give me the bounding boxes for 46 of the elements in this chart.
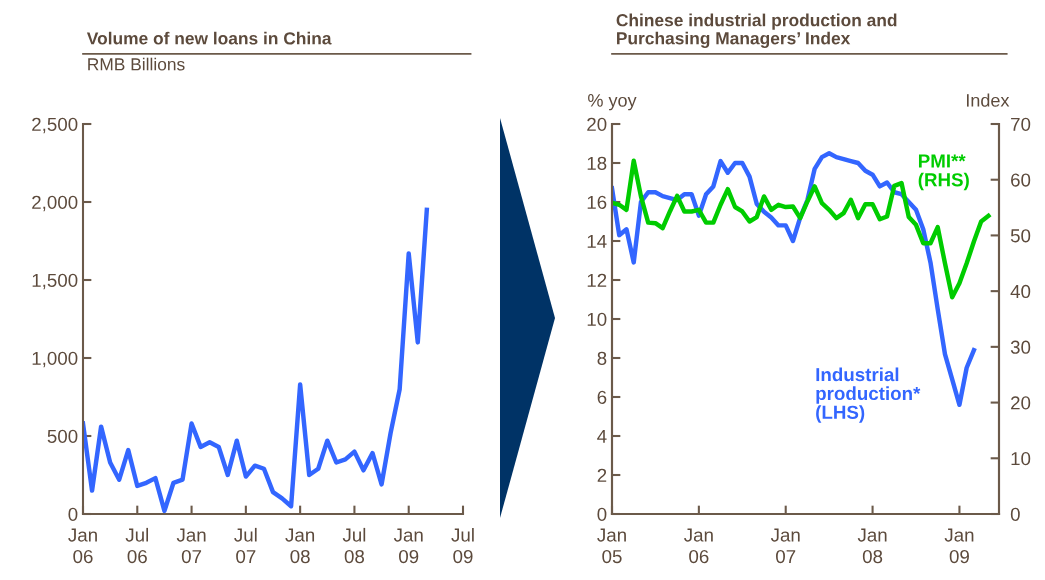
y2-tick-label: 0 [1010,507,1020,521]
y-tick-label: 0 [597,507,607,521]
y-tick-label: 1,000 [32,351,78,368]
y2-tick-label: 30 [1010,340,1031,354]
x-tick-label: Jul 07 [234,527,257,564]
y2-axis-title: Index [966,93,1010,107]
chart-subtitle: RMB Billions [88,57,185,71]
x-tick-label: Jan 08 [857,528,887,564]
y-tick-label: 2,500 [32,117,78,134]
y-tick-label: 6 [597,390,607,404]
y-tick-label: 14 [587,234,607,248]
y-tick-label: 0 [68,507,78,521]
y-axis-title: % yoy [588,94,637,111]
y-tick-label: 12 [587,273,607,287]
x-tick-label: Jul 08 [342,527,366,564]
x-tick-label: Jan 06 [684,528,713,564]
y-tick-label: 2 [597,468,607,482]
y2-tick-label: 20 [1011,396,1031,410]
y2-tick-label: 60 [1011,173,1031,187]
x-tick-label: Jan 07 [176,528,206,564]
y-tick-label: 2,000 [32,195,78,212]
y-tick-label: 10 [587,312,607,326]
chart-title: Chinese industrial production and Purchasing Managers’ Index [616,13,897,48]
y2-tick-label: 10 [1011,451,1031,466]
y-tick-label: 20 [587,117,607,131]
x-tick-label: Jul 09 [451,527,474,564]
y2-tick-label: 40 [1010,284,1031,299]
chart-title: Volume of new loans in China [86,31,332,45]
y-tick-label: 500 [47,429,78,443]
x-tick-label: Jan 05 [597,528,626,564]
y2-tick-label: 50 [1010,229,1031,243]
x-tick-label: Jul 06 [125,527,149,564]
x-tick-label: Jan 09 [393,528,423,564]
x-tick-label: Jan 06 [68,528,97,564]
x-tick-label: Jan 07 [770,528,800,564]
x-tick-label: Jan 08 [285,528,315,564]
y-tick-label: 18 [587,156,607,170]
y2-tick-label: 70 [1011,117,1031,131]
y-tick-label: 4 [597,429,607,443]
line-series [83,207,430,514]
y-tick-label: 8 [597,351,607,365]
y-tick-label: 1,500 [32,273,78,290]
series-label: Industrial production* (LHS) [816,367,921,423]
x-tick-label: Jan 09 [944,528,974,564]
y-tick-label: 16 [587,195,607,209]
series-label: PMI** (RHS) [918,154,969,191]
